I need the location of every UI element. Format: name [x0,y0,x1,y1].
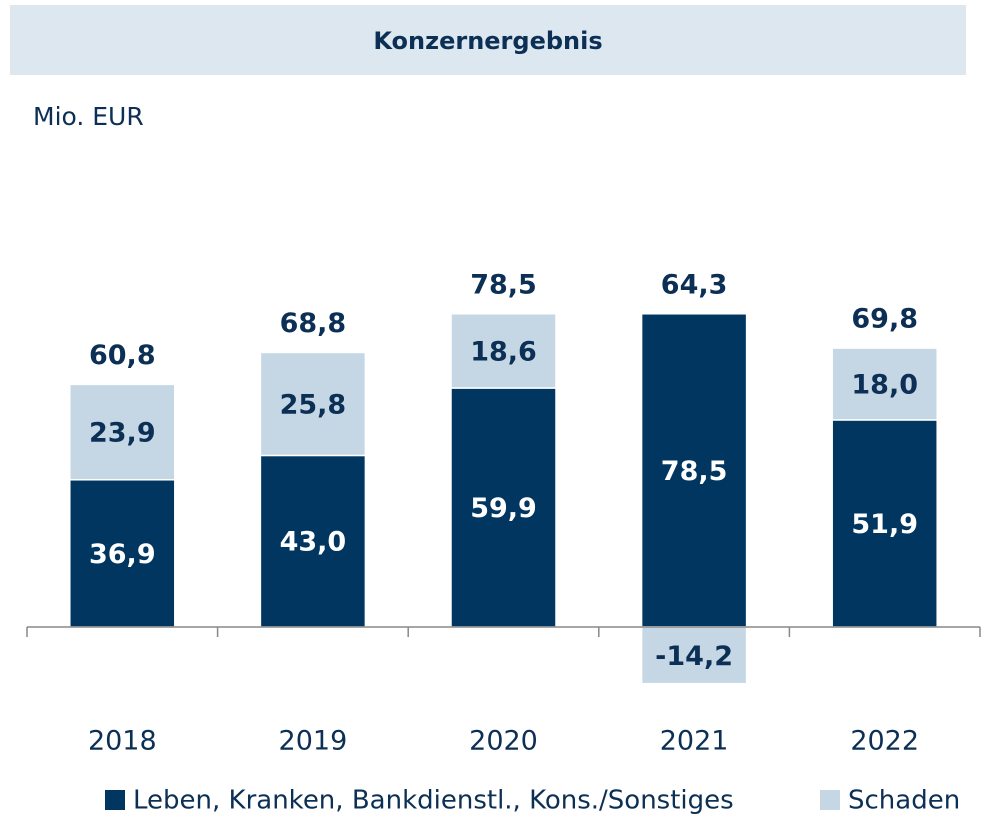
total-label: 68,8 [280,308,347,339]
bar-segment [831,419,938,628]
value-label: 59,9 [470,493,537,524]
bar-segment [69,479,176,628]
value-label: 25,8 [280,389,347,420]
legend-swatch [105,790,125,810]
bar-segment [259,351,367,457]
legend-swatch [820,790,840,810]
legend-label: Leben, Kranken, Bankdienstl., Kons./Sons… [133,786,734,814]
value-label: 18,0 [851,370,918,401]
bar-segment [640,313,748,628]
total-label: 60,8 [89,340,156,371]
value-label: 23,9 [89,418,156,449]
x-tick-label: 2018 [88,726,157,757]
legend-label: Schaden [848,786,960,814]
x-tick-label: 2020 [469,726,538,757]
total-label: 78,5 [470,269,537,300]
value-label: -14,2 [655,641,733,672]
x-tick-label: 2022 [850,726,919,757]
bar-segment [69,383,176,481]
total-label: 69,8 [851,304,918,335]
chart-title: Konzernergebnis [373,27,602,55]
value-label: 18,6 [470,336,537,367]
value-label: 36,9 [89,539,156,570]
value-label: 78,5 [661,456,728,487]
bar-segment [450,313,557,389]
bar-segment [831,347,938,421]
x-tick-label: 2021 [660,726,729,757]
x-tick-label: 2019 [279,726,348,757]
title-band [10,5,966,75]
bar-segment [259,454,367,628]
bar-segment [640,626,748,685]
y-axis-label: Mio. EUR [33,102,144,131]
total-label: 64,3 [661,269,728,300]
value-label: 43,0 [280,527,347,558]
value-label: 51,9 [851,509,918,540]
